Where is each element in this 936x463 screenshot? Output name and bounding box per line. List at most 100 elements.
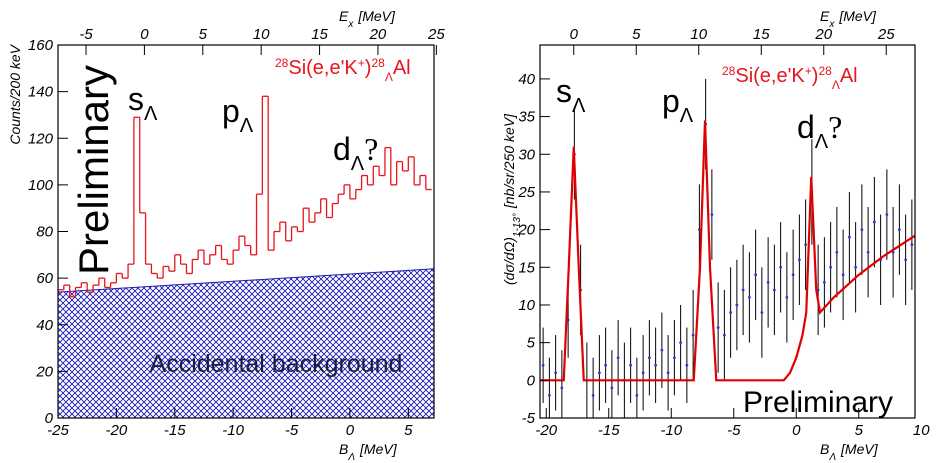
y-tick-label: 35: [518, 109, 535, 126]
data-point: [741, 288, 745, 292]
plot-area: [540, 78, 915, 418]
top-x-tick-label: -5: [79, 26, 93, 43]
reaction-part: 28: [722, 64, 736, 78]
data-point: [829, 265, 833, 269]
y-tick-label: 20: [517, 222, 535, 239]
x-axis-label-main: B: [339, 441, 348, 457]
data-point: [666, 371, 670, 375]
top-x-axis-label-unit: [MeV]: [838, 8, 877, 24]
data-point: [854, 265, 858, 269]
reaction-label: 28Si(e,e'K+)28ΛAl: [722, 64, 858, 92]
reaction-part: +: [805, 64, 812, 78]
data-point: [766, 280, 770, 284]
data-point: [897, 228, 901, 232]
y-axis-label-sub: 1-13°: [512, 213, 523, 237]
y-tick-label: 40: [518, 71, 535, 88]
top-x-tick-label: 10: [690, 26, 707, 43]
data-point: [554, 371, 558, 375]
data-point: [841, 273, 845, 277]
x-tick-label: -10: [660, 422, 682, 439]
data-point: [697, 228, 701, 232]
y-tick-label: 0: [527, 372, 536, 389]
data-point: [729, 311, 733, 314]
data-point: [597, 371, 601, 375]
peak-label: dΛ?: [797, 109, 842, 153]
top-x-tick-label: 10: [253, 26, 270, 43]
x-tick-label: -5: [727, 422, 741, 439]
peak-label-main: s: [556, 73, 572, 109]
top-x-axis-label-main: E: [820, 8, 830, 24]
x-tick-label: -20: [106, 422, 128, 439]
x-tick-label: -10: [222, 422, 244, 439]
data-point: [616, 356, 620, 360]
top-x-tick-label: 25: [427, 26, 445, 43]
watermark: Preliminary: [70, 65, 117, 275]
x-axis-label-sub: Λ: [828, 452, 836, 463]
reaction-part: Al: [840, 65, 858, 87]
top-x-tick-label: 5: [632, 26, 641, 43]
peak-label: pΛ: [222, 93, 254, 137]
x-tick-label: 5: [855, 422, 864, 439]
y-axis-label: Counts/200 keV: [7, 43, 23, 144]
reaction-part: ): [812, 65, 819, 87]
top-x-axis-label-main: E: [339, 8, 349, 24]
y-tick-label: 160: [28, 37, 54, 54]
y-tick-label: 80: [36, 224, 53, 241]
data-point: [547, 393, 551, 397]
y-tick-label: 5: [527, 335, 536, 352]
peak-label-main: d: [797, 109, 815, 145]
histogram-connector: [63, 96, 427, 297]
top-x-axis-label-unit: [MeV]: [357, 8, 396, 24]
y-axis-label-unit: [nb/sr/250 keV]: [501, 113, 517, 209]
y-tick-label: 40: [36, 317, 53, 334]
peak-label-sub: Λ: [351, 153, 365, 175]
reaction-part: Λ: [385, 70, 393, 84]
data-point: [804, 243, 808, 247]
x-tick-label: -15: [164, 422, 186, 439]
data-point: [672, 356, 676, 360]
peak-label: pΛ: [662, 83, 694, 127]
data-point: [541, 363, 545, 367]
peak-label-main: p: [222, 93, 240, 129]
x-axis-label-unit: [MeV]: [840, 441, 879, 457]
y-tick-label: 120: [28, 130, 54, 147]
y-tick-label: 30: [518, 146, 535, 163]
y-axis-label-main: (dσ/dΩ): [501, 237, 517, 285]
reaction-part: 28: [275, 56, 289, 70]
peak-label-sub: Λ: [815, 131, 829, 153]
top-x-tick-label: 5: [199, 26, 208, 43]
reaction-part: +: [358, 56, 365, 70]
top-x-axis-label-sub: x: [828, 19, 835, 30]
y-tick-label: -5: [522, 410, 536, 427]
x-axis-label-unit: [MeV]: [359, 441, 398, 457]
data-point: [610, 386, 614, 390]
y-axis-label: (dσ/dΩ)1-13° [nb/sr/250 keV]: [501, 113, 523, 285]
data-point: [710, 213, 714, 216]
x-tick-label: -25: [47, 422, 69, 439]
data-point: [591, 393, 595, 397]
x-tick-label: 10: [913, 422, 930, 439]
data-point: [735, 303, 739, 307]
plot-frame: [539, 44, 916, 419]
data-point: [629, 363, 633, 367]
y-tick-label: 15: [518, 259, 535, 276]
plot-area: [58, 95, 434, 418]
reaction-part: 28: [371, 56, 385, 70]
data-point: [560, 386, 564, 390]
peak-label-main: d: [333, 131, 351, 167]
data-point: [785, 296, 789, 299]
peak-label: sΛ: [556, 73, 586, 117]
data-point: [835, 250, 839, 254]
x-tick-label: -5: [285, 422, 299, 439]
data-point: [722, 333, 726, 337]
peak-label-main: s: [128, 81, 144, 117]
data-point: [797, 258, 801, 262]
data-point: [779, 265, 783, 269]
data-point: [754, 273, 758, 277]
data-point: [747, 296, 751, 299]
y-tick-label: 0: [45, 410, 54, 427]
x-axis-label: BΛ [MeV]: [820, 441, 879, 463]
data-point: [604, 363, 608, 367]
data-point: [635, 393, 639, 397]
data-point: [866, 250, 870, 254]
